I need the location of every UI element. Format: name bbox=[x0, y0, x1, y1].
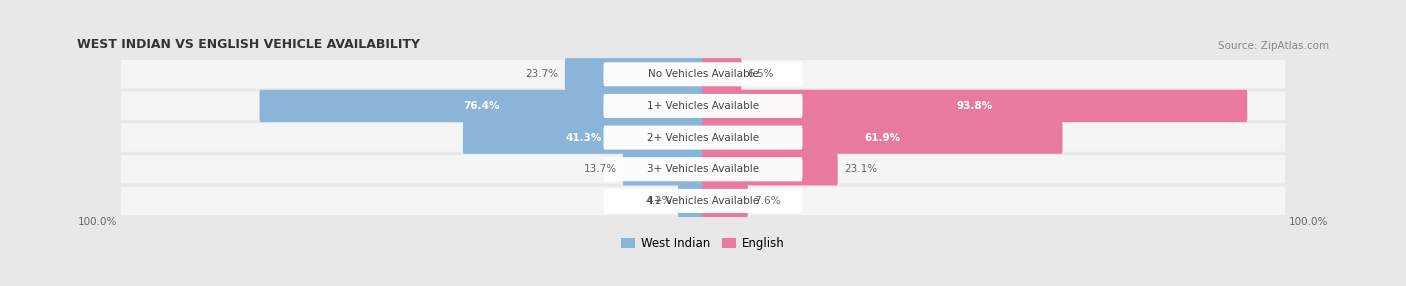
FancyBboxPatch shape bbox=[623, 153, 704, 185]
Text: 4.2%: 4.2% bbox=[645, 196, 672, 206]
Text: 100.0%: 100.0% bbox=[1289, 217, 1329, 227]
FancyBboxPatch shape bbox=[121, 155, 1285, 184]
FancyBboxPatch shape bbox=[678, 185, 704, 217]
Text: 100.0%: 100.0% bbox=[77, 217, 117, 227]
FancyBboxPatch shape bbox=[121, 60, 1285, 89]
FancyBboxPatch shape bbox=[702, 90, 1247, 122]
FancyBboxPatch shape bbox=[603, 126, 803, 150]
Text: 76.4%: 76.4% bbox=[464, 101, 501, 111]
FancyBboxPatch shape bbox=[121, 123, 1285, 152]
FancyBboxPatch shape bbox=[121, 92, 1285, 120]
Text: 6.5%: 6.5% bbox=[748, 69, 775, 79]
Text: 61.9%: 61.9% bbox=[865, 133, 900, 143]
Text: 1+ Vehicles Available: 1+ Vehicles Available bbox=[647, 101, 759, 111]
Text: 4+ Vehicles Available: 4+ Vehicles Available bbox=[647, 196, 759, 206]
FancyBboxPatch shape bbox=[565, 58, 704, 90]
Text: Source: ZipAtlas.com: Source: ZipAtlas.com bbox=[1218, 41, 1329, 51]
FancyBboxPatch shape bbox=[702, 122, 1063, 154]
FancyBboxPatch shape bbox=[702, 185, 748, 217]
FancyBboxPatch shape bbox=[702, 153, 838, 185]
Text: WEST INDIAN VS ENGLISH VEHICLE AVAILABILITY: WEST INDIAN VS ENGLISH VEHICLE AVAILABIL… bbox=[77, 39, 420, 51]
FancyBboxPatch shape bbox=[121, 187, 1285, 215]
Text: 7.6%: 7.6% bbox=[754, 196, 780, 206]
Text: 23.7%: 23.7% bbox=[526, 69, 558, 79]
FancyBboxPatch shape bbox=[603, 189, 803, 213]
Text: 23.1%: 23.1% bbox=[844, 164, 877, 174]
FancyBboxPatch shape bbox=[463, 122, 704, 154]
FancyBboxPatch shape bbox=[603, 94, 803, 118]
Text: 41.3%: 41.3% bbox=[565, 133, 602, 143]
FancyBboxPatch shape bbox=[702, 58, 741, 90]
Text: 93.8%: 93.8% bbox=[956, 101, 993, 111]
FancyBboxPatch shape bbox=[260, 90, 704, 122]
Legend: West Indian, English: West Indian, English bbox=[616, 233, 790, 255]
Text: 3+ Vehicles Available: 3+ Vehicles Available bbox=[647, 164, 759, 174]
FancyBboxPatch shape bbox=[603, 157, 803, 181]
Text: 13.7%: 13.7% bbox=[583, 164, 617, 174]
FancyBboxPatch shape bbox=[603, 62, 803, 86]
Text: 2+ Vehicles Available: 2+ Vehicles Available bbox=[647, 133, 759, 143]
Text: No Vehicles Available: No Vehicles Available bbox=[648, 69, 758, 79]
